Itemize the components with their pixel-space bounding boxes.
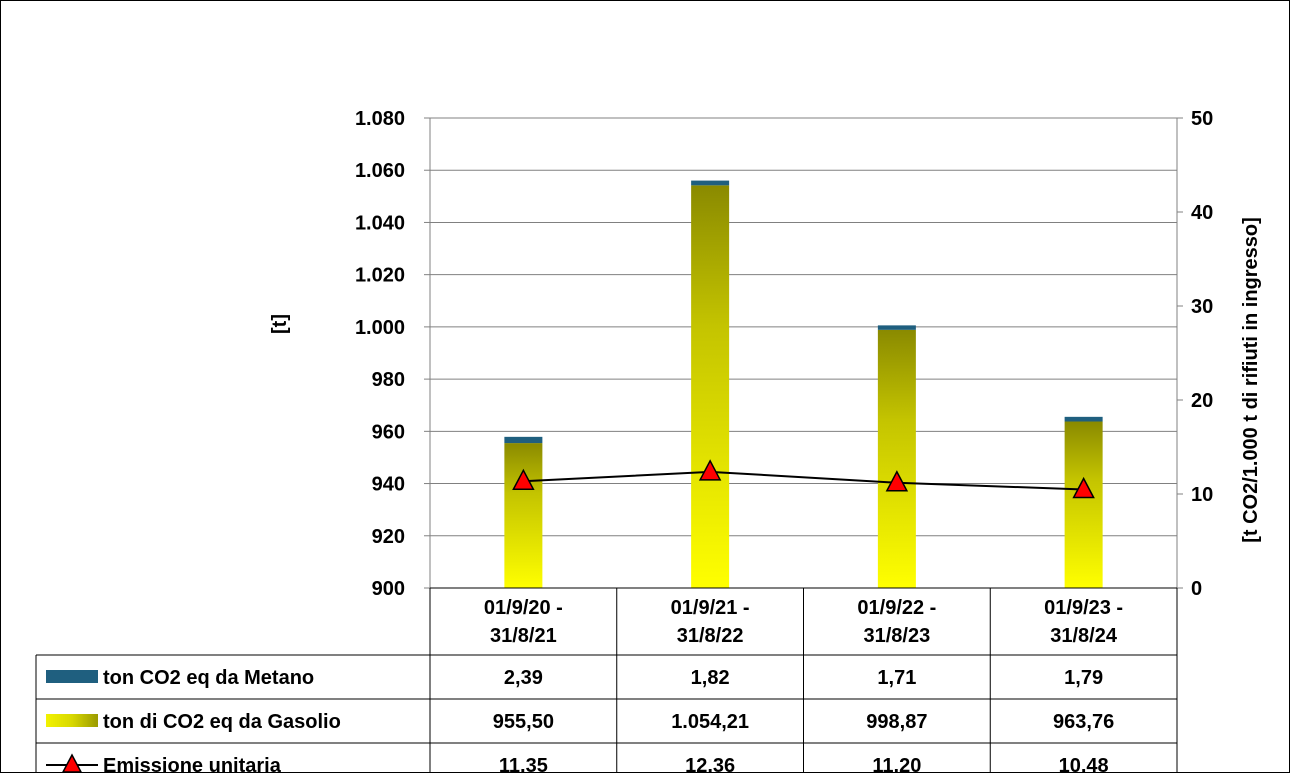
marker-emissione-unitaria (1072, 476, 1095, 499)
y-left-tick-label: 1.020 (355, 265, 405, 287)
y-left-tick-label: 960 (372, 421, 405, 443)
y-axis-left-label: [t] (269, 314, 291, 334)
y-left-tick-label: 980 (372, 369, 405, 391)
marker-emissione-unitaria (698, 459, 722, 481)
labels: [t] [t CO2/1.000 t di rifiuti in ingress… (103, 108, 1262, 773)
table-cell-value: 12,36 (685, 755, 735, 773)
data-table (35, 587, 1178, 773)
y-left-tick-label: 900 (372, 578, 405, 600)
table-cell-value: 1,82 (691, 667, 730, 689)
y-left-tick-label: 940 (372, 474, 405, 496)
table-cell-value: 963,76 (1053, 711, 1114, 733)
table-cell-value: 955,50 (493, 711, 554, 733)
table-cell-value: 11,20 (872, 755, 921, 773)
table-cell-value: 10,48 (1059, 755, 1109, 773)
legend-key (46, 714, 98, 727)
y-right-tick-label: 20 (1191, 390, 1213, 412)
table-cell-value: 1,79 (1064, 667, 1103, 689)
gridlines (430, 117, 1177, 589)
line-series (512, 459, 1095, 499)
y-left-tick-label: 920 (372, 526, 405, 548)
x-tick-label: 31/8/23 (864, 625, 931, 647)
bars (504, 180, 1103, 588)
bar-metano (504, 436, 543, 444)
y-right-tick-label: 10 (1191, 484, 1213, 506)
table-cell-value: 998,87 (866, 711, 927, 733)
legend-key (46, 670, 98, 683)
table-cell-value: 2,39 (504, 667, 543, 689)
x-tick-label: 31/8/21 (490, 625, 557, 647)
bar-metano (1064, 416, 1103, 422)
legend-key-marker (61, 753, 83, 773)
table-cell-value: 1,71 (877, 667, 916, 689)
line-emissione-unitaria (523, 470, 1084, 491)
bar-gasolio (1064, 421, 1103, 588)
y-left-tick-label: 1.000 (355, 317, 405, 339)
table-cell-value: 11,35 (499, 755, 548, 773)
axes (424, 117, 1183, 589)
x-tick-label: 31/8/24 (1050, 625, 1118, 647)
legend-label: ton di CO2 eq da Gasolio (103, 711, 341, 733)
bar-metano (877, 325, 916, 330)
y-left-tick-label: 1.060 (355, 160, 405, 182)
table-cell-value: 1.054,21 (671, 711, 749, 733)
x-tick-label: 01/9/22 - (857, 597, 936, 619)
bar-gasolio (691, 185, 730, 588)
x-tick-label: 31/8/22 (677, 625, 744, 647)
legend-label: ton CO2 eq da Metano (103, 667, 314, 689)
x-tick-label: 01/9/21 - (671, 597, 750, 619)
y-axis-right-label: [t CO2/1.000 t di rifiuti in ingresso] (1240, 217, 1262, 543)
marker-emissione-unitaria (512, 468, 535, 491)
y-left-tick-label: 1.040 (355, 212, 405, 234)
bar-gasolio (504, 443, 543, 588)
y-right-tick-label: 40 (1191, 202, 1213, 224)
y-right-tick-label: 30 (1191, 296, 1213, 318)
bar-gasolio (877, 329, 916, 588)
marker-emissione-unitaria (885, 470, 909, 492)
legend-label: Emissione unitaria (103, 755, 282, 773)
y-right-tick-label: 0 (1191, 578, 1202, 600)
y-left-tick-label: 1.080 (355, 108, 405, 130)
bar-metano (691, 180, 730, 186)
x-tick-label: 01/9/20 - (484, 597, 563, 619)
y-right-tick-label: 50 (1191, 108, 1213, 130)
x-tick-label: 01/9/23 - (1044, 597, 1123, 619)
